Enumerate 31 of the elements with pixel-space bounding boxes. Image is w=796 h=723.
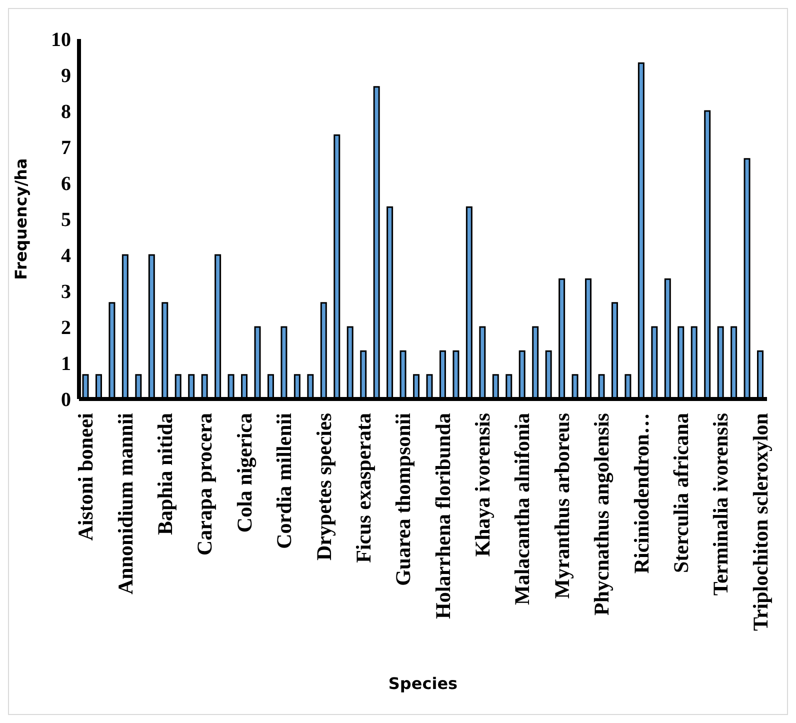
x-tick-label: Sterculia africana bbox=[669, 412, 693, 574]
x-tick-label: Riciniodendron… bbox=[629, 413, 654, 574]
x-tick-label: Triplochiton scleroxylon bbox=[748, 412, 772, 631]
x-tick-label: Khaya ivorensis bbox=[470, 413, 495, 557]
y-tick-label: 8 bbox=[61, 101, 71, 124]
x-tick-label: Ficus exasperata bbox=[351, 412, 376, 563]
y-tick-label: 4 bbox=[61, 245, 71, 268]
x-tick-label: Holarrhena floribunda bbox=[430, 412, 455, 619]
x-tick-label: Drypetes species bbox=[312, 413, 336, 561]
y-tick-label: 5 bbox=[61, 209, 71, 232]
x-tick-label: Cordia millenii bbox=[272, 412, 296, 549]
x-tick-label: Phycnathus angolensis bbox=[590, 413, 614, 616]
x-tick-label: Guarea thompsonii bbox=[391, 412, 416, 586]
x-axis-title: Species bbox=[388, 674, 458, 693]
y-tick-label: 7 bbox=[61, 137, 71, 160]
x-tick-label: Aistoni boneei bbox=[74, 412, 98, 541]
x-tick-label: Cola nigerica bbox=[232, 412, 256, 533]
y-tick-label: 2 bbox=[61, 317, 71, 340]
x-tick-label: Annonidium mannii bbox=[113, 412, 138, 594]
y-tick-label: 1 bbox=[61, 353, 71, 376]
y-tick-label: 6 bbox=[61, 173, 71, 196]
y-tick-label: 10 bbox=[51, 29, 71, 52]
y-axis-title: Frequency/ha bbox=[12, 158, 31, 280]
x-tick-label: Baphia nitida bbox=[153, 412, 177, 535]
x-tick-label: Carapa procera bbox=[192, 412, 217, 556]
y-tick-label: 9 bbox=[61, 65, 71, 88]
y-tick-label: 0 bbox=[61, 389, 71, 412]
y-tick-label: 3 bbox=[61, 281, 71, 304]
x-tick-label: Myranthus arboreus bbox=[550, 413, 574, 599]
x-tick-label: Terminalia ivorensis bbox=[708, 413, 733, 596]
x-tick-label: Malacantha alnifonia bbox=[510, 412, 534, 605]
